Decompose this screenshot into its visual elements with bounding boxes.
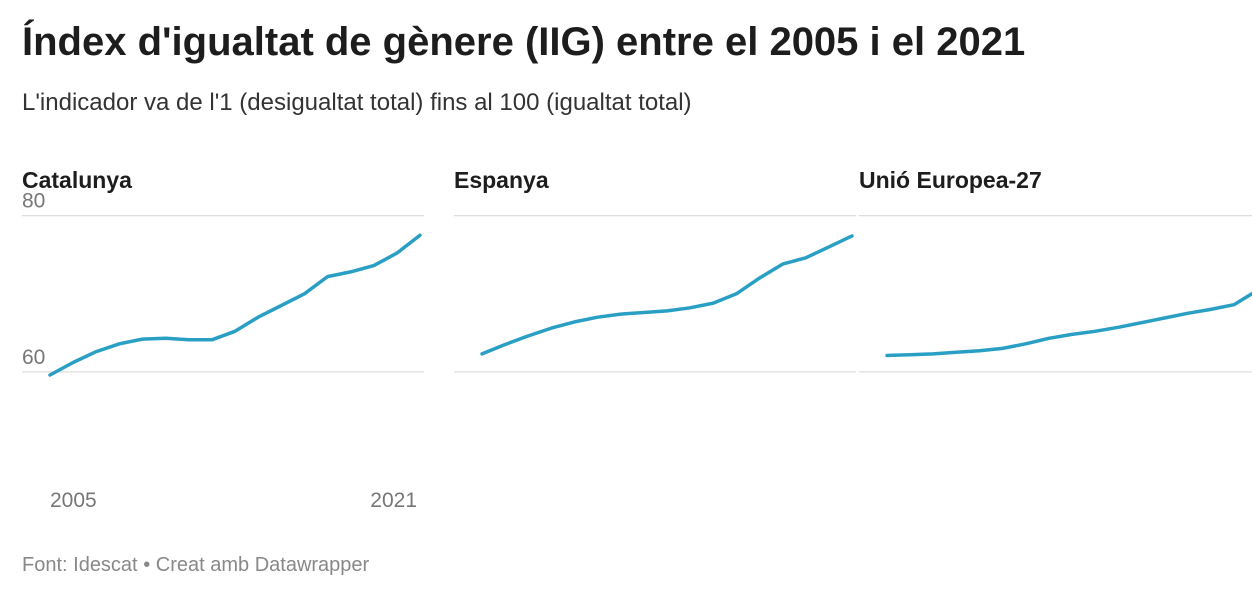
panel-title: Catalunya	[22, 167, 132, 193]
chart-footer: Font: Idescat • Creat amb Datawrapper	[22, 554, 369, 577]
x-tick-label-end: 2021	[370, 489, 417, 512]
footer-separator: •	[143, 554, 151, 576]
panel-title: Unió Europea-27	[859, 167, 1042, 193]
y-tick-label: 80	[22, 190, 45, 213]
source-label: Font: Idescat	[22, 554, 138, 576]
series-line	[48, 233, 422, 377]
chart-title: Índex d'igualtat de gènere (IIG) entre e…	[22, 20, 1026, 64]
x-tick-label-start: 2005	[50, 489, 97, 512]
panel-catalunya: Catalunya 60 80 2005 2021	[22, 167, 424, 512]
y-tick-label: 60	[22, 346, 45, 369]
credit-label: Creat amb Datawrapper	[155, 554, 370, 576]
panel-espanya: Espanya	[454, 167, 856, 373]
series-line	[885, 291, 1252, 358]
panel-unio-europea-27: Unió Europea-27	[859, 167, 1252, 373]
panel-title: Espanya	[454, 167, 549, 193]
chart-subtitle: L'indicador va de l'1 (desigualtat total…	[22, 89, 692, 116]
series-line	[480, 234, 854, 356]
